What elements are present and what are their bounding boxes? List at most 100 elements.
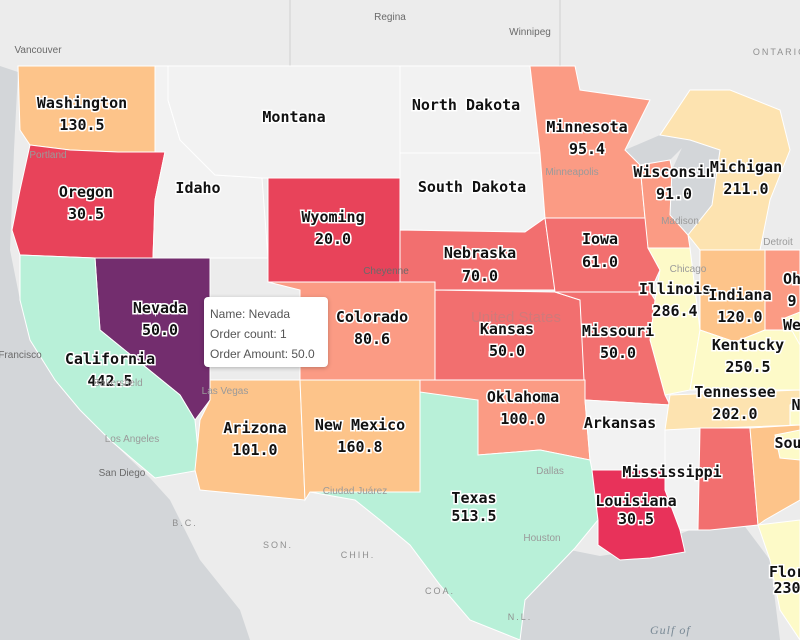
place-label-winnipeg: Winnipeg <box>509 27 551 38</box>
state-louisiana[interactable] <box>591 469 686 561</box>
state-arkansas[interactable] <box>584 399 671 471</box>
place-label-houston: Houston <box>523 533 560 544</box>
tooltip-order-count: Order count: 1 <box>210 327 287 341</box>
state-value-michigan: 211.0 <box>723 180 768 198</box>
state-label-indiana: Indiana <box>708 286 771 304</box>
state-arizona[interactable] <box>194 379 306 501</box>
state-value-florida: 230 <box>773 579 800 597</box>
state-label-iowa: Iowa <box>582 230 618 248</box>
state-value-illinois: 286.4 <box>652 302 697 320</box>
state-label-north-carolina: N <box>791 396 800 414</box>
state-value-colorado: 80.6 <box>354 330 390 348</box>
place-label-vancouver: Vancouver <box>14 45 62 56</box>
state-label-nebraska: Nebraska <box>444 244 516 262</box>
place-label-united-states: United States <box>471 309 561 326</box>
state-south-carolina[interactable] <box>774 429 800 461</box>
lake-michigan <box>670 130 720 235</box>
state-label-idaho: Idaho <box>175 179 220 197</box>
state-label-missouri: Missouri <box>582 322 654 340</box>
state-label-california: California <box>65 350 155 368</box>
state-north-carolina[interactable] <box>789 399 800 426</box>
state-label-texas: Texas <box>451 489 496 507</box>
state-label-arizona: Arizona <box>223 419 286 437</box>
state-label-kansas: Kansas <box>480 320 534 338</box>
state-value-california: 442.5 <box>87 372 132 390</box>
state-florida[interactable] <box>757 519 800 640</box>
place-label-ciudad-juarez: Ciudad Juárez <box>323 486 387 497</box>
place-label-chih: CHIH. <box>341 550 376 560</box>
gulf-of-mexico <box>520 520 780 640</box>
state-kentucky[interactable] <box>689 329 800 391</box>
state-value-iowa: 61.0 <box>582 253 618 271</box>
state-ohio[interactable] <box>764 249 800 331</box>
state-california[interactable] <box>19 254 201 479</box>
state-label-oregon: Oregon <box>59 183 113 201</box>
state-label-washington: Washington <box>37 94 127 112</box>
state-label-florida: Flor <box>769 563 800 581</box>
place-label-son: SON. <box>263 540 293 550</box>
place-label-san-francisco: Francisco <box>0 350 42 361</box>
place-label-chicago: Chicago <box>670 264 707 275</box>
place-label-nl: N.L. <box>508 612 533 622</box>
state-label-wisconsin: Wisconsin <box>633 163 714 181</box>
place-label-regina: Regina <box>374 12 406 23</box>
place-label-gulf-of: Gulf of <box>650 623 691 637</box>
state-label-nevada: Nevada <box>133 299 187 317</box>
state-value-nevada: 50.0 <box>142 321 178 339</box>
place-label-los-angeles: Los Angeles <box>105 434 160 445</box>
state-alabama[interactable] <box>697 427 759 531</box>
state-label-south-carolina: Sou <box>774 434 800 452</box>
state-west-virginia[interactable] <box>784 311 800 347</box>
state-label-michigan: Michigan <box>710 158 782 176</box>
state-label-west-virginia: We <box>783 316 800 334</box>
state-tennessee[interactable] <box>664 389 800 431</box>
state-value-kentucky: 250.5 <box>725 358 770 376</box>
place-label-detroit: Detroit <box>763 237 793 248</box>
state-label-mississippi: Mississippi <box>622 463 721 481</box>
state-value-nebraska: 70.0 <box>462 267 498 285</box>
state-label-montana: Montana <box>262 108 325 126</box>
state-value-wyoming: 20.0 <box>315 230 351 248</box>
state-oregon[interactable] <box>11 144 166 259</box>
state-label-south-dakota: South Dakota <box>418 178 526 196</box>
state-label-colorado: Colorado <box>336 308 408 326</box>
state-label-wyoming: Wyoming <box>301 208 364 226</box>
state-texas[interactable] <box>309 391 599 640</box>
state-label-minnesota: Minnesota <box>546 118 627 136</box>
state-value-washington: 130.5 <box>59 116 104 134</box>
state-value-kansas: 50.0 <box>489 342 525 360</box>
tooltip-order-amount: Order Amount: 50.0 <box>210 347 315 361</box>
state-value-oregon: 30.5 <box>68 205 104 223</box>
place-label-bc: B.C. <box>172 518 198 528</box>
state-value-tennessee: 202.0 <box>712 405 757 423</box>
state-tooltip: Name: Nevada Order count: 1 Order Amount… <box>204 297 328 367</box>
place-label-madison: Madison <box>661 216 699 227</box>
tooltip-name: Name: Nevada <box>210 307 291 321</box>
state-value-oklahoma: 100.0 <box>500 410 545 428</box>
state-minnesota[interactable] <box>529 65 651 219</box>
state-label-arkansas: Arkansas <box>584 414 656 432</box>
place-label-minneapolis: Minneapolis <box>545 167 598 178</box>
state-label-kentucky: Kentucky <box>712 336 784 354</box>
place-label-cheyenne: Cheyenne <box>363 266 409 277</box>
lake-superior <box>625 135 690 165</box>
state-value-ohio: 9 <box>787 292 796 310</box>
place-label-las-vegas: Las Vegas <box>202 386 249 397</box>
state-value-wisconsin: 91.0 <box>656 185 692 203</box>
state-missouri[interactable] <box>554 291 671 406</box>
state-label-louisiana: Louisiana <box>595 492 676 510</box>
place-label-bakersfield: Bakersfield <box>93 378 142 389</box>
place-label-portland: Portland <box>29 150 66 161</box>
place-label-san-diego: San Diego <box>99 468 146 479</box>
state-value-texas: 513.5 <box>451 507 496 525</box>
state-label-oklahoma: Oklahoma <box>487 388 559 406</box>
state-value-missouri: 50.0 <box>600 344 636 362</box>
state-label-tennessee: Tennessee <box>694 383 775 401</box>
pacific-ocean <box>0 66 250 640</box>
state-label-ohio: Oh <box>783 270 800 288</box>
state-label-new-mexico: New Mexico <box>315 416 405 434</box>
state-label-north-dakota: North Dakota <box>412 96 520 114</box>
state-value-arizona: 101.0 <box>232 441 277 459</box>
